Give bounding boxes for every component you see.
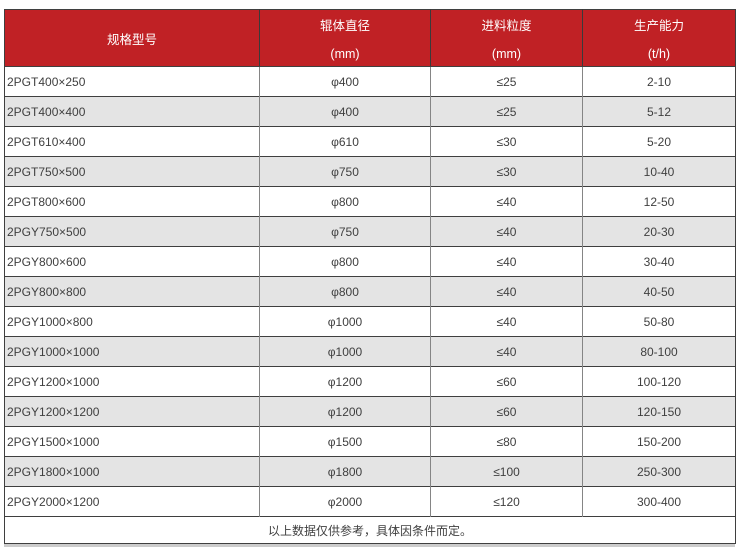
- table-row: 2PGY1800×1000 φ1800 ≤100 250-300: [4, 456, 736, 487]
- diameter-cell: φ1000: [259, 306, 431, 337]
- capacity-cell: 30-40: [582, 246, 736, 277]
- header-cell-spec-model: 规格型号: [4, 9, 260, 67]
- model-cell: 2PGY2000×1200: [4, 486, 260, 517]
- capacity-cell: 50-80: [582, 306, 736, 337]
- model-cell: 2PGY1200×1000: [4, 366, 260, 397]
- table-row: 2PGY800×800 φ800 ≤40 40-50: [4, 276, 736, 307]
- capacity-cell: 300-400: [582, 486, 736, 517]
- table-footer-row: 以上数据仅供参考，具体因条件而定。: [4, 516, 736, 544]
- spec-table-container: 规格型号 辊体直径 (mm) 进料粒度 (mm) 生产能力 (t/h) 2PGT…: [4, 9, 736, 544]
- table-row: 2PGY750×500 φ750 ≤40 20-30: [4, 216, 736, 247]
- feed-size-cell: ≤40: [430, 186, 583, 217]
- model-cell: 2PGY1200×1200: [4, 396, 260, 427]
- table-row: 2PGT400×250 φ400 ≤25 2-10: [4, 66, 736, 97]
- table-row: 2PGY1000×1000 φ1000 ≤40 80-100: [4, 336, 736, 367]
- table-row: 2PGY800×600 φ800 ≤40 30-40: [4, 246, 736, 277]
- diameter-cell: φ610: [259, 126, 431, 157]
- model-cell: 2PGT800×600: [4, 186, 260, 217]
- table-row: 2PGT400×400 φ400 ≤25 5-12: [4, 96, 736, 127]
- feed-size-cell: ≤60: [430, 396, 583, 427]
- spec-table: 规格型号 辊体直径 (mm) 进料粒度 (mm) 生产能力 (t/h) 2PGT…: [4, 9, 736, 544]
- model-cell: 2PGY800×600: [4, 246, 260, 277]
- model-cell: 2PGY750×500: [4, 216, 260, 247]
- diameter-cell: φ1000: [259, 336, 431, 367]
- model-cell: 2PGY1800×1000: [4, 456, 260, 487]
- capacity-cell: 40-50: [582, 276, 736, 307]
- table-row: 2PGT750×500 φ750 ≤30 10-40: [4, 156, 736, 187]
- feed-size-cell: ≤40: [430, 246, 583, 277]
- capacity-cell: 20-30: [582, 216, 736, 247]
- feed-size-cell: ≤80: [430, 426, 583, 457]
- feed-size-cell: ≤40: [430, 306, 583, 337]
- bottom-shadow: [4, 544, 735, 547]
- model-cell: 2PGT750×500: [4, 156, 260, 187]
- header-subtitle: (mm): [491, 47, 522, 61]
- header-cell-roller-diameter: 辊体直径 (mm): [259, 9, 431, 67]
- header-subtitle: (mm): [330, 47, 360, 61]
- diameter-cell: φ2000: [259, 486, 431, 517]
- model-cell: 2PGT400×400: [4, 96, 260, 127]
- header-cell-capacity: 生产能力 (t/h): [582, 9, 736, 67]
- capacity-cell: 100-120: [582, 366, 736, 397]
- model-cell: 2PGY800×800: [4, 276, 260, 307]
- header-title: 辊体直径: [319, 19, 370, 33]
- feed-size-cell: ≤30: [430, 156, 583, 187]
- header-title: 规格型号: [106, 32, 157, 47]
- feed-size-cell: ≤40: [430, 216, 583, 247]
- feed-size-cell: ≤30: [430, 126, 583, 157]
- diameter-cell: φ800: [259, 246, 431, 277]
- table-footer-note: 以上数据仅供参考，具体因条件而定。: [4, 516, 736, 544]
- feed-size-cell: ≤120: [430, 486, 583, 517]
- table-row: 2PGY1000×800 φ1000 ≤40 50-80: [4, 306, 736, 337]
- capacity-cell: 12-50: [582, 186, 736, 217]
- table-row: 2PGT800×600 φ800 ≤40 12-50: [4, 186, 736, 217]
- diameter-cell: φ1500: [259, 426, 431, 457]
- table-body: 2PGT400×250 φ400 ≤25 2-10 2PGT400×400 φ4…: [4, 66, 736, 517]
- model-cell: 2PGT400×250: [4, 66, 260, 97]
- diameter-cell: φ750: [259, 216, 431, 247]
- capacity-cell: 10-40: [582, 156, 736, 187]
- feed-size-cell: ≤25: [430, 66, 583, 97]
- diameter-cell: φ800: [259, 276, 431, 307]
- capacity-cell: 120-150: [582, 396, 736, 427]
- table-row: 2PGY1200×1000 φ1200 ≤60 100-120: [4, 366, 736, 397]
- model-cell: 2PGY1500×1000: [4, 426, 260, 457]
- feed-size-cell: ≤40: [430, 336, 583, 367]
- model-cell: 2PGY1000×1000: [4, 336, 260, 367]
- table-row: 2PGT610×400 φ610 ≤30 5-20: [4, 126, 736, 157]
- table-row: 2PGY2000×1200 φ2000 ≤120 300-400: [4, 486, 736, 517]
- header-cell-feed-size: 进料粒度 (mm): [430, 9, 583, 67]
- feed-size-cell: ≤40: [430, 276, 583, 307]
- capacity-cell: 250-300: [582, 456, 736, 487]
- feed-size-cell: ≤100: [430, 456, 583, 487]
- capacity-cell: 5-20: [582, 126, 736, 157]
- header-title: 进料粒度: [481, 19, 532, 33]
- diameter-cell: φ800: [259, 186, 431, 217]
- model-cell: 2PGY1000×800: [4, 306, 260, 337]
- model-cell: 2PGT610×400: [4, 126, 260, 157]
- diameter-cell: φ1200: [259, 366, 431, 397]
- table-row: 2PGY1500×1000 φ1500 ≤80 150-200: [4, 426, 736, 457]
- diameter-cell: φ750: [259, 156, 431, 187]
- capacity-cell: 5-12: [582, 96, 736, 127]
- header-title: 生产能力: [633, 19, 684, 33]
- diameter-cell: φ400: [259, 96, 431, 127]
- header-subtitle: (t/h): [647, 47, 671, 61]
- diameter-cell: φ1200: [259, 396, 431, 427]
- feed-size-cell: ≤60: [430, 366, 583, 397]
- capacity-cell: 80-100: [582, 336, 736, 367]
- diameter-cell: φ400: [259, 66, 431, 97]
- capacity-cell: 150-200: [582, 426, 736, 457]
- diameter-cell: φ1800: [259, 456, 431, 487]
- feed-size-cell: ≤25: [430, 96, 583, 127]
- table-row: 2PGY1200×1200 φ1200 ≤60 120-150: [4, 396, 736, 427]
- table-header-row: 规格型号 辊体直径 (mm) 进料粒度 (mm) 生产能力 (t/h): [4, 9, 736, 67]
- capacity-cell: 2-10: [582, 66, 736, 97]
